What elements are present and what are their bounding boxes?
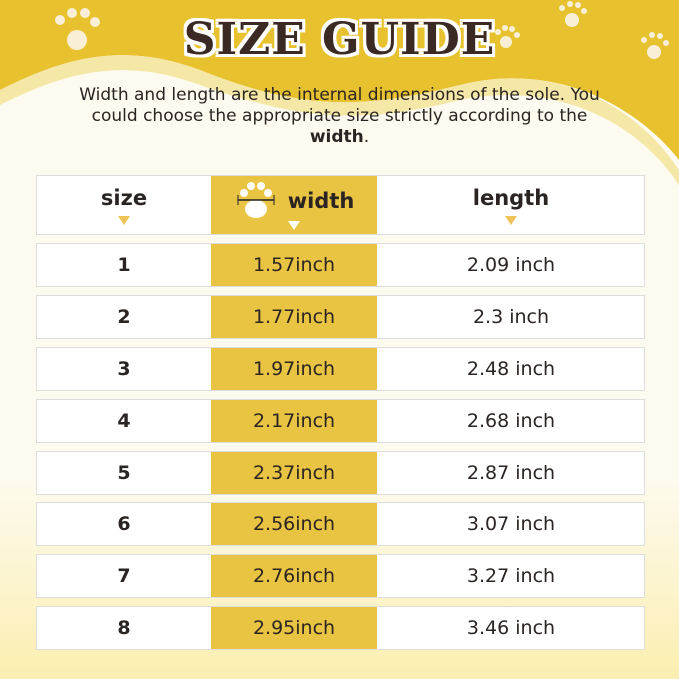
width-cell: 2.37inch [211, 452, 377, 494]
size-cell: 2 [117, 306, 131, 328]
length-cell: 3.27 inch [466, 565, 556, 587]
header-length: length [377, 176, 645, 234]
table-row: 4 2.17inch 2.68 inch [36, 399, 645, 443]
down-arrow-icon [118, 215, 130, 225]
width-cell: 2.17inch [211, 400, 377, 442]
width-cell: 2.95inch [211, 607, 377, 649]
table-row: 3 1.97inch 2.48 inch [36, 347, 645, 391]
width-cell: 1.57inch [211, 244, 377, 286]
paw-print-icon [55, 1, 669, 59]
header-size: size [37, 176, 211, 234]
width-cell: 2.76inch [211, 555, 377, 597]
down-arrow-icon [505, 215, 517, 225]
table-row: 1 1.57inch 2.09 inch [36, 243, 645, 287]
size-cell: 6 [117, 513, 131, 535]
length-cell: 2.09 inch [466, 254, 556, 276]
width-cell: 2.56inch [211, 503, 377, 545]
size-cell: 3 [117, 358, 131, 380]
table-row: 5 2.37inch 2.87 inch [36, 451, 645, 495]
length-cell: 2.87 inch [466, 462, 556, 484]
width-cell: 1.97inch [211, 348, 377, 390]
length-cell: 3.07 inch [466, 513, 556, 535]
size-cell: 1 [117, 254, 131, 276]
description: Width and length are the internal dimens… [79, 85, 600, 147]
table-row: 7 2.76inch 3.27 inch [36, 554, 645, 598]
length-cell: 3.46 inch [466, 617, 556, 639]
table-row: 6 2.56inch 3.07 inch [36, 502, 645, 546]
size-cell: 8 [117, 617, 131, 639]
length-cell: 2.68 inch [466, 410, 556, 432]
header-width: width [211, 176, 377, 234]
length-cell: 2.48 inch [466, 358, 556, 380]
page-title: SIZE GUIDE [183, 14, 496, 65]
table-row: 2 1.77inch 2.3 inch [36, 295, 645, 339]
size-cell: 4 [117, 410, 131, 432]
table-header: size width length [36, 175, 645, 235]
width-cell: 1.77inch [211, 296, 377, 338]
table-row: 8 2.95inch 3.46 inch [36, 606, 645, 650]
size-cell: 5 [117, 462, 131, 484]
paw-width-icon [237, 181, 275, 218]
down-arrow-icon [288, 220, 300, 230]
size-cell: 7 [117, 565, 131, 587]
length-cell: 2.3 inch [472, 306, 550, 328]
